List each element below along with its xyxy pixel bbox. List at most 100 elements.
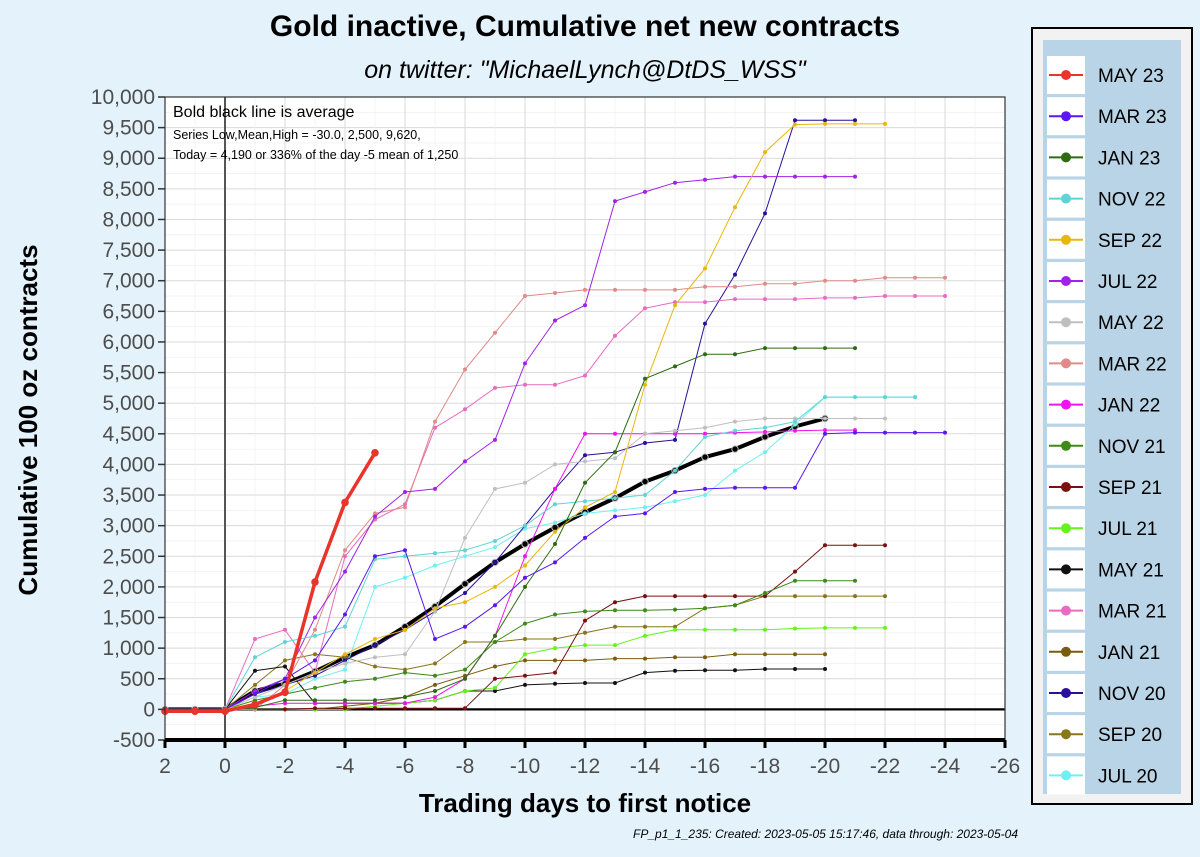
y-tick-label: 4,000 bbox=[102, 453, 155, 476]
data-point-jul-22 bbox=[433, 486, 437, 491]
data-point-mar-21 bbox=[883, 294, 887, 298]
x-tick-label: -18 bbox=[750, 755, 780, 778]
data-point-jan-21 bbox=[673, 655, 677, 660]
data-point-nov-21 bbox=[463, 667, 467, 672]
data-point-jul-22 bbox=[373, 514, 377, 519]
series-mar-21 bbox=[163, 294, 947, 712]
data-point-sep-21 bbox=[853, 543, 857, 548]
data-point-may-22 bbox=[763, 416, 767, 421]
legend-item-jan-22: JAN 22 bbox=[1047, 385, 1160, 424]
x-tick-label: -8 bbox=[456, 755, 475, 778]
data-point-mar-22 bbox=[853, 278, 857, 283]
series-line-jul-20 bbox=[164, 396, 916, 710]
data-point-nov-22 bbox=[613, 496, 617, 501]
data-point-sep-22 bbox=[613, 490, 617, 494]
data-point-jan-23 bbox=[283, 698, 287, 703]
data-point-nov-21 bbox=[493, 640, 497, 644]
data-point-jul-20 bbox=[433, 563, 437, 568]
data-point-jul-22 bbox=[403, 490, 407, 494]
data-point-mar-22 bbox=[703, 284, 707, 289]
data-point-average bbox=[521, 540, 529, 548]
data-point-mar-23 bbox=[403, 548, 407, 553]
data-point-mar-23 bbox=[253, 692, 257, 697]
data-point-sep-20 bbox=[583, 630, 587, 635]
data-point-mar-23 bbox=[313, 658, 317, 663]
data-point-jan-23 bbox=[853, 346, 857, 351]
legend-label: JUL 21 bbox=[1098, 519, 1158, 540]
data-point-jul-22 bbox=[583, 303, 587, 308]
data-point-sep-21 bbox=[613, 600, 617, 605]
data-point-may-22 bbox=[553, 462, 557, 467]
data-point-nov-21 bbox=[553, 612, 557, 617]
legend-key-marker bbox=[1061, 193, 1071, 204]
data-point-sep-22 bbox=[583, 505, 587, 510]
data-point-jan-23 bbox=[403, 695, 407, 700]
legend-item-jul-22: JUL 22 bbox=[1047, 262, 1158, 300]
x-tick-label: -12 bbox=[570, 755, 600, 778]
data-point-mar-22 bbox=[553, 291, 557, 295]
data-point-mar-23 bbox=[853, 430, 857, 435]
data-point-may-21 bbox=[673, 668, 677, 673]
x-tick-label: -20 bbox=[810, 755, 840, 778]
legend-label: JAN 23 bbox=[1098, 148, 1160, 169]
data-point-sep-21 bbox=[313, 706, 317, 711]
data-point-sep-22 bbox=[313, 670, 317, 675]
data-point-may-22 bbox=[343, 661, 347, 666]
legend-item-nov-21: NOV 21 bbox=[1047, 426, 1166, 465]
legend-key-marker bbox=[1061, 440, 1071, 451]
data-point-may-23 bbox=[371, 449, 379, 457]
data-point-sep-21 bbox=[553, 670, 557, 675]
data-point-jul-21 bbox=[853, 625, 857, 630]
data-point-mar-23 bbox=[583, 535, 587, 540]
data-point-jan-21 bbox=[523, 658, 527, 663]
data-point-jul-20 bbox=[733, 468, 737, 473]
data-point-sep-21 bbox=[373, 706, 377, 711]
y-tick-label: 7,500 bbox=[102, 239, 155, 262]
data-point-jan-22 bbox=[703, 431, 707, 436]
data-point-mar-22 bbox=[583, 287, 587, 292]
data-point-jan-22 bbox=[553, 486, 557, 491]
y-tick-label: 2,500 bbox=[102, 545, 155, 568]
data-point-jan-22 bbox=[433, 695, 437, 700]
data-point-jan-21 bbox=[613, 656, 617, 661]
x-tick-label: -24 bbox=[930, 755, 961, 778]
data-point-jan-22 bbox=[523, 554, 527, 559]
data-point-nov-21 bbox=[763, 591, 767, 595]
data-point-jul-20 bbox=[553, 520, 557, 525]
data-point-nov-22 bbox=[733, 428, 737, 433]
data-point-may-22 bbox=[433, 609, 437, 614]
data-point-sep-21 bbox=[733, 594, 737, 599]
annotation-line-1: Bold black line is average bbox=[173, 104, 355, 121]
data-point-jul-21 bbox=[463, 689, 467, 693]
data-point-may-21 bbox=[613, 681, 617, 685]
data-point-sep-21 bbox=[283, 707, 287, 712]
legend-key-marker bbox=[1061, 770, 1071, 781]
x-tick-label: -10 bbox=[510, 755, 540, 778]
data-point-sep-22 bbox=[463, 600, 467, 605]
data-point-jul-21 bbox=[553, 646, 557, 651]
data-point-mar-22 bbox=[463, 367, 467, 372]
data-point-mar-21 bbox=[703, 300, 707, 305]
y-tick-label: 1,500 bbox=[102, 607, 155, 630]
data-point-average bbox=[461, 580, 469, 588]
legend-label: NOV 22 bbox=[1098, 190, 1166, 211]
data-point-jan-23 bbox=[793, 346, 797, 351]
y-tick-label: 10,000 bbox=[91, 86, 155, 109]
data-point-may-21 bbox=[733, 668, 737, 673]
data-point-may-22 bbox=[793, 416, 797, 421]
legend-item-mar-22: MAR 22 bbox=[1047, 344, 1167, 383]
data-point-nov-20 bbox=[343, 658, 347, 663]
data-point-jan-21 bbox=[583, 658, 587, 663]
data-point-mar-23 bbox=[823, 431, 827, 436]
data-point-sep-22 bbox=[493, 584, 497, 589]
data-point-nov-20 bbox=[673, 437, 677, 442]
data-point-mar-22 bbox=[403, 505, 407, 510]
data-point-mar-22 bbox=[613, 287, 617, 292]
data-point-jan-22 bbox=[403, 701, 407, 706]
legend-item-jan-23: JAN 23 bbox=[1047, 138, 1160, 177]
data-point-jul-22 bbox=[613, 199, 617, 204]
legend-item-sep-22: SEP 22 bbox=[1047, 220, 1162, 259]
annotation-line-3: Today = 4,190 or 336% of the day -5 mean… bbox=[173, 148, 458, 162]
data-point-nov-21 bbox=[643, 608, 647, 613]
data-point-mar-23 bbox=[763, 485, 767, 490]
